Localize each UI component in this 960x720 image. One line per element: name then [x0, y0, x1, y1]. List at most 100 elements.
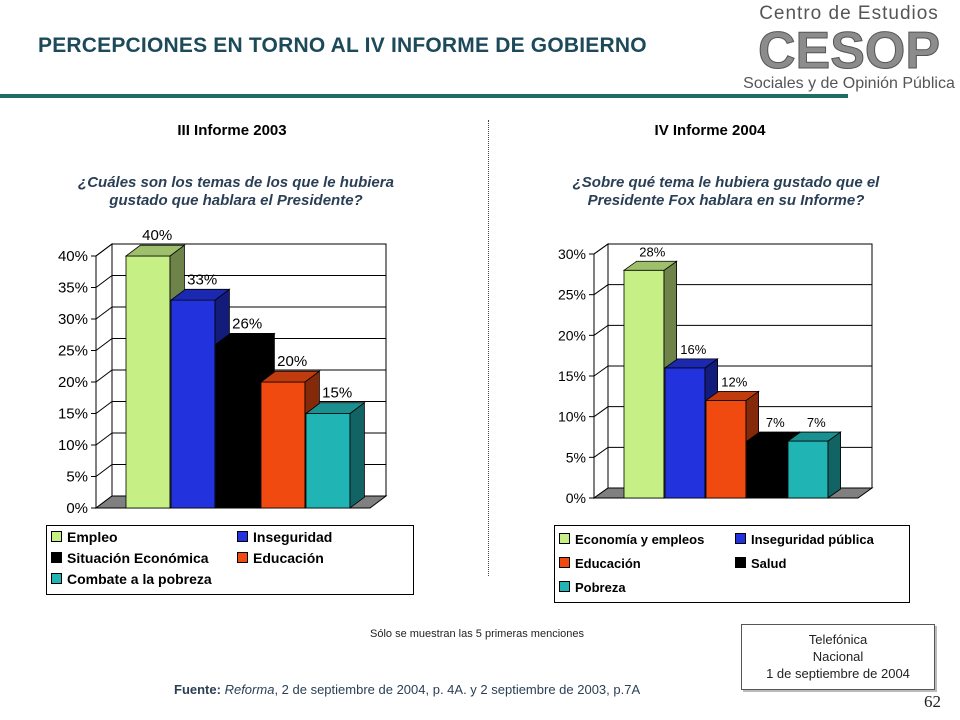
legend-item-salud: Salud [735, 556, 786, 571]
legend-swatch [237, 552, 248, 563]
y-tick-label: 15% [58, 406, 88, 423]
right-question: ¿Sobre qué tema le hubiera gustado que e… [516, 174, 936, 210]
legend-label: Educación [253, 550, 324, 566]
y-tick-label: 40% [58, 248, 88, 265]
bar-inseguridad [170, 299, 216, 509]
y-tick-label: 5% [66, 469, 88, 486]
logo-line1: Centro de Estudios [759, 3, 939, 24]
bar-economia-y-empleos [623, 269, 665, 499]
source-label: Fuente: [174, 682, 221, 697]
legend-item-inseguridad-publica: Inseguridad pública [735, 532, 874, 547]
bar-combate-a-la-pobreza [305, 413, 351, 509]
bar-educacion-top [259, 370, 321, 383]
chart-2003: 0% 5% 10% 15% 20% 25% 30% 35% 40% 40% 33% 26% 20% 15% [58, 227, 388, 517]
legend-item-economia-y-empleos: Economía y empleos [559, 532, 704, 547]
method-box: Telefónica Nacional 1 de septiembre de 2… [741, 624, 935, 690]
bar-inseguridad-top [169, 288, 231, 301]
method-line3: 1 de septiembre de 2004 [766, 666, 910, 681]
data-label-economia-y-empleos: 28% [639, 244, 665, 259]
legend-label: Empleo [67, 529, 118, 545]
bar-educacion [260, 381, 306, 509]
y-tick-label: 30% [58, 311, 88, 328]
bar-pobreza-top [786, 431, 842, 442]
bar-inseguridad-publica [664, 367, 706, 499]
bar-combate-a-la-pobreza-top [304, 402, 366, 414]
y-tick-label: 25% [58, 343, 88, 360]
legend-label: Inseguridad pública [751, 532, 874, 547]
gridline [593, 365, 872, 377]
legend-2003: Empleo Inseguridad Situación Económica Educ… [46, 525, 414, 595]
y-tick-label: 35% [58, 280, 88, 297]
legend-label: Situación Económica [67, 550, 209, 566]
legend-label: Educación [575, 556, 641, 571]
legend-item-pobreza: Pobreza [559, 580, 626, 595]
title-rule [0, 94, 848, 98]
logo-mark: CESOP [758, 22, 940, 80]
legend-swatch [735, 533, 746, 544]
legend-item-situacion-economica: Situación Económica [51, 550, 209, 566]
column-divider [488, 120, 489, 576]
y-tick-label: 0% [66, 500, 88, 517]
source-line: Fuente: Reforma, 2 de septiembre de 2004… [174, 682, 640, 697]
legend-swatch [237, 531, 248, 542]
gridline [593, 284, 872, 296]
legend-swatch [559, 557, 570, 568]
bar-pobreza-side [827, 431, 842, 499]
data-label-pobreza: 7% [807, 415, 826, 430]
bar-situacion-economica [215, 343, 261, 509]
gridline [95, 275, 386, 288]
bar-pobreza [787, 440, 829, 499]
footnote: Sólo se muestran las 5 primeras mencione… [370, 628, 584, 640]
y-tick-label: 10% [558, 409, 586, 425]
y-tick-label: 30% [558, 246, 586, 262]
legend-item-combate-a-la-pobreza: Combate a la pobreza [51, 571, 212, 587]
page-title: PERCEPCIONES EN TORNO AL IV INFORME DE G… [38, 34, 647, 57]
gridline [593, 324, 872, 336]
y-tick-label: 15% [558, 368, 586, 384]
data-label-situacion-economica: 26% [232, 315, 262, 332]
page-number: 62 [924, 692, 941, 711]
bar-economia-y-empleos-top [622, 260, 678, 271]
legend-swatch [559, 533, 570, 544]
bar-situacion-economica-top [214, 333, 276, 345]
y-tick-label: 20% [58, 374, 88, 391]
legend-item-educacion: Educación [559, 556, 641, 571]
legend-swatch [51, 573, 62, 584]
legend-swatch [559, 581, 570, 592]
data-label-salud: 7% [766, 415, 785, 430]
data-label-combate-a-la-pobreza: 15% [322, 385, 352, 402]
right-heading: IV Informe 2004 [654, 122, 766, 139]
legend-item-educacion: Educación [237, 550, 324, 566]
right-question-line1: ¿Sobre qué tema le hubiera gustado que e… [572, 174, 880, 191]
data-label-inseguridad-publica: 16% [680, 342, 706, 357]
y-tick-label: 5% [566, 449, 586, 465]
legend-label: Combate a la pobreza [67, 571, 212, 587]
y-tick-label: 10% [58, 437, 88, 454]
bar-educacion [705, 399, 747, 499]
legend-swatch [51, 552, 62, 563]
data-label-inseguridad: 33% [187, 271, 217, 288]
legend-item-inseguridad: Inseguridad [237, 529, 332, 545]
bar-empleo-top [124, 244, 186, 257]
legend-2004: Economía y empleos Inseguridad pública Edu… [554, 525, 910, 603]
method-line2: Nacional [812, 649, 864, 664]
method-line1: Telefónica [808, 632, 868, 647]
y-tick-label: 25% [558, 287, 586, 303]
data-label-educacion: 12% [721, 374, 747, 389]
gridline [593, 406, 872, 418]
left-question-line1: ¿Cuáles son los temas de los que le hubi… [78, 174, 394, 191]
cesop-logo: Centro de Estudios CESOP Sociales y de O… [743, 3, 955, 92]
left-heading: III Informe 2003 [177, 122, 287, 139]
right-question-line2: Presidente Fox hablara en su Informe? [587, 192, 865, 209]
legend-label: Salud [751, 556, 787, 571]
bar-combate-a-la-pobreza-side [349, 401, 365, 509]
y-tick-label: 0% [566, 490, 586, 506]
gridline [95, 243, 386, 257]
bar-empleo [125, 255, 171, 509]
chart-2004: 0% 5% 10% 15% 20% 25% 30% 28% 16% 12% 7% 7% [558, 243, 874, 506]
gridline [95, 369, 386, 383]
gridline [593, 243, 872, 255]
bar-salud [746, 440, 788, 499]
data-label-educacion: 20% [277, 353, 307, 370]
legend-swatch [51, 531, 62, 542]
